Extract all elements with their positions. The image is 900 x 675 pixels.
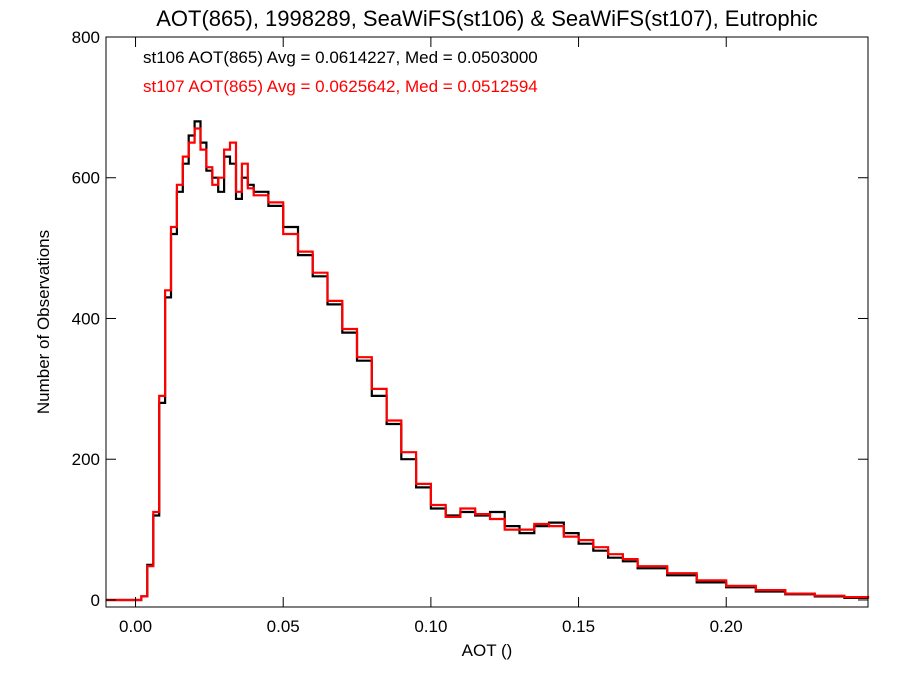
legend-st107: st107 AOT(865) Avg = 0.0625642, Med = 0.… — [143, 77, 538, 96]
x-tick-label: 0.20 — [710, 617, 743, 636]
x-tick-label: 0.15 — [562, 617, 595, 636]
series-line-st106 — [106, 120, 870, 602]
x-axis: 0.00 0.05 0.10 0.15 0.20 — [119, 37, 743, 636]
x-tick-label: 0.05 — [267, 617, 300, 636]
plot-frame — [105, 36, 869, 608]
y-tick-label: 200 — [72, 450, 100, 469]
x-tick-label: 0.10 — [414, 617, 447, 636]
chart-title: AOT(865), 1998289, SeaWiFS(st106) & SeaW… — [156, 6, 818, 31]
y-tick-label: 800 — [72, 28, 100, 47]
y-axis-title: Number of Observations — [34, 230, 53, 414]
y-tick-label: 0 — [91, 591, 100, 610]
series-layer — [106, 120, 870, 602]
legend-st106: st106 AOT(865) Avg = 0.0614227, Med = 0.… — [143, 48, 538, 67]
y-axis: 0 200 400 600 800 — [72, 28, 868, 610]
y-tick-label: 400 — [72, 309, 100, 328]
x-axis-title: AOT () — [462, 641, 513, 660]
series-line-st107 — [106, 127, 870, 602]
y-tick-label: 600 — [72, 169, 100, 188]
x-tick-label: 0.00 — [119, 617, 152, 636]
